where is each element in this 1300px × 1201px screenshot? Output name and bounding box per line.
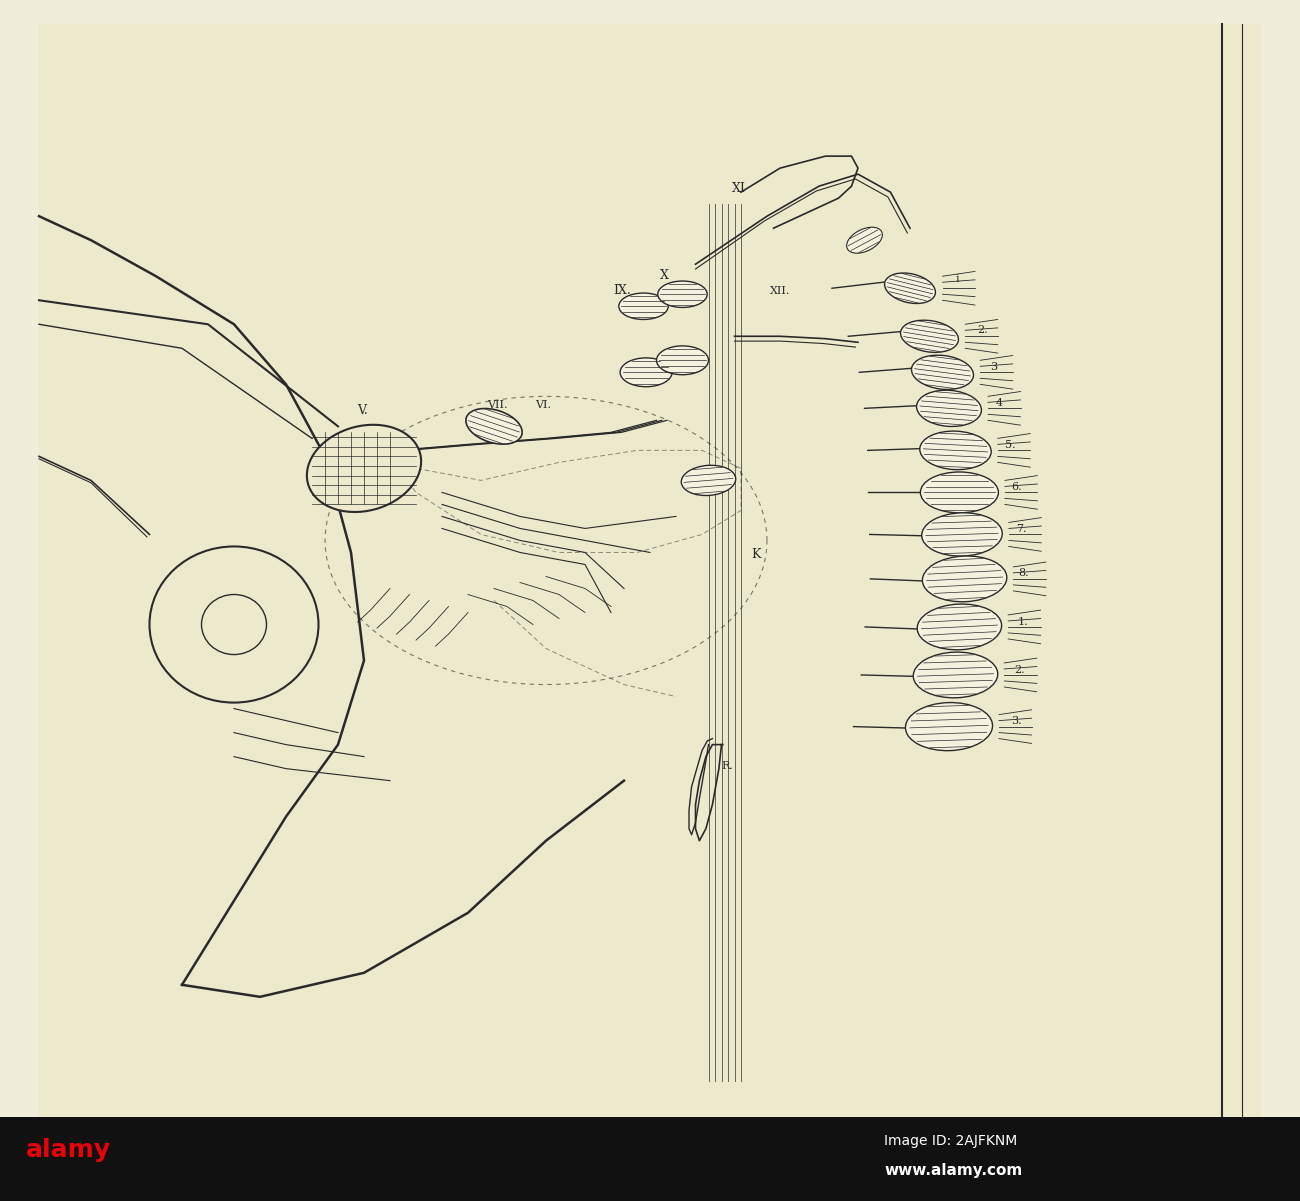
Ellipse shape [911, 355, 974, 389]
Text: V.: V. [358, 405, 368, 417]
Ellipse shape [920, 431, 991, 470]
Text: 2.: 2. [1014, 664, 1024, 675]
Text: 3.: 3. [1011, 716, 1022, 727]
Ellipse shape [918, 604, 1001, 650]
Text: alamy: alamy [26, 1137, 110, 1161]
Text: 2.: 2. [978, 324, 988, 335]
Ellipse shape [620, 358, 672, 387]
Text: 1.: 1. [1018, 616, 1028, 627]
Ellipse shape [901, 321, 958, 352]
Text: VII.: VII. [488, 400, 508, 411]
Ellipse shape [922, 513, 1002, 556]
Ellipse shape [681, 465, 736, 496]
Text: 3: 3 [991, 362, 997, 372]
Ellipse shape [906, 703, 992, 751]
Ellipse shape [916, 390, 982, 426]
Text: X: X [660, 269, 670, 281]
Text: 7.: 7. [1017, 524, 1027, 534]
Text: IX.: IX. [614, 285, 632, 297]
Ellipse shape [923, 556, 1006, 602]
Text: www.alamy.com: www.alamy.com [884, 1163, 1022, 1177]
Ellipse shape [307, 425, 421, 512]
Text: XII.: XII. [770, 286, 790, 297]
Text: XI: XI [732, 183, 746, 195]
Text: R.: R. [722, 760, 733, 771]
Text: K: K [751, 549, 760, 561]
Ellipse shape [884, 273, 936, 304]
Text: 5.: 5. [1005, 440, 1015, 450]
Text: 6.: 6. [1011, 482, 1022, 492]
Bar [0, 1117, 1300, 1201]
Text: VI.: VI. [536, 400, 551, 411]
Text: 8.: 8. [1018, 568, 1028, 579]
Ellipse shape [619, 293, 668, 319]
Ellipse shape [846, 227, 883, 253]
Ellipse shape [465, 408, 523, 444]
Ellipse shape [914, 652, 997, 698]
Text: i: i [956, 274, 959, 285]
Ellipse shape [658, 281, 707, 307]
Text: 4: 4 [996, 398, 1002, 408]
Ellipse shape [656, 346, 708, 375]
Text: Image ID: 2AJFKNM: Image ID: 2AJFKNM [884, 1134, 1018, 1147]
Ellipse shape [920, 472, 998, 513]
